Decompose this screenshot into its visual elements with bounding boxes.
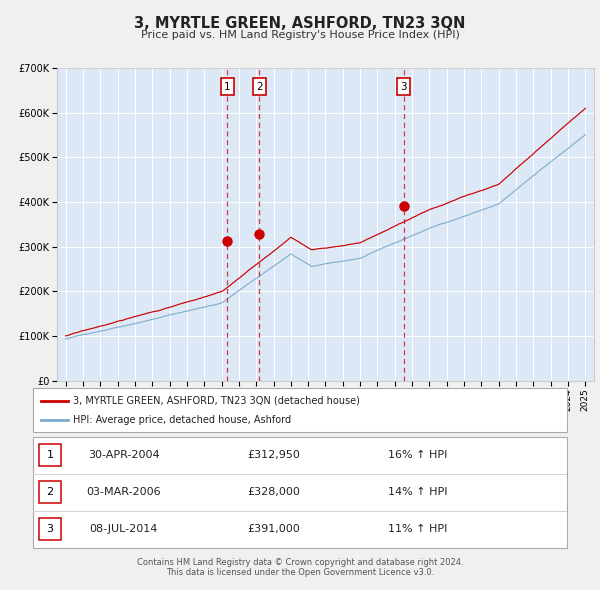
Text: 1: 1 [224,81,230,91]
Text: 08-JUL-2014: 08-JUL-2014 [89,524,158,534]
Text: 16% ↑ HPI: 16% ↑ HPI [388,450,447,460]
FancyBboxPatch shape [33,437,567,548]
Text: 3: 3 [400,81,407,91]
Text: 3, MYRTLE GREEN, ASHFORD, TN23 3QN (detached house): 3, MYRTLE GREEN, ASHFORD, TN23 3QN (deta… [73,396,360,405]
Text: 03-MAR-2006: 03-MAR-2006 [86,487,161,497]
FancyBboxPatch shape [40,518,61,540]
Text: Contains HM Land Registry data © Crown copyright and database right 2024.: Contains HM Land Registry data © Crown c… [137,558,463,568]
FancyBboxPatch shape [33,388,567,432]
Text: 14% ↑ HPI: 14% ↑ HPI [388,487,447,497]
Text: Price paid vs. HM Land Registry's House Price Index (HPI): Price paid vs. HM Land Registry's House … [140,31,460,40]
Text: This data is licensed under the Open Government Licence v3.0.: This data is licensed under the Open Gov… [166,568,434,577]
Text: £328,000: £328,000 [247,487,300,497]
Text: 11% ↑ HPI: 11% ↑ HPI [388,524,447,534]
Text: 2: 2 [256,81,262,91]
FancyBboxPatch shape [40,481,61,503]
FancyBboxPatch shape [40,444,61,466]
Text: 1: 1 [47,450,53,460]
Text: 3, MYRTLE GREEN, ASHFORD, TN23 3QN: 3, MYRTLE GREEN, ASHFORD, TN23 3QN [134,16,466,31]
Text: 30-APR-2004: 30-APR-2004 [88,450,160,460]
Text: 2: 2 [47,487,53,497]
Text: £391,000: £391,000 [247,524,299,534]
Text: HPI: Average price, detached house, Ashford: HPI: Average price, detached house, Ashf… [73,415,291,425]
Text: £312,950: £312,950 [247,450,300,460]
Text: 3: 3 [47,524,53,534]
